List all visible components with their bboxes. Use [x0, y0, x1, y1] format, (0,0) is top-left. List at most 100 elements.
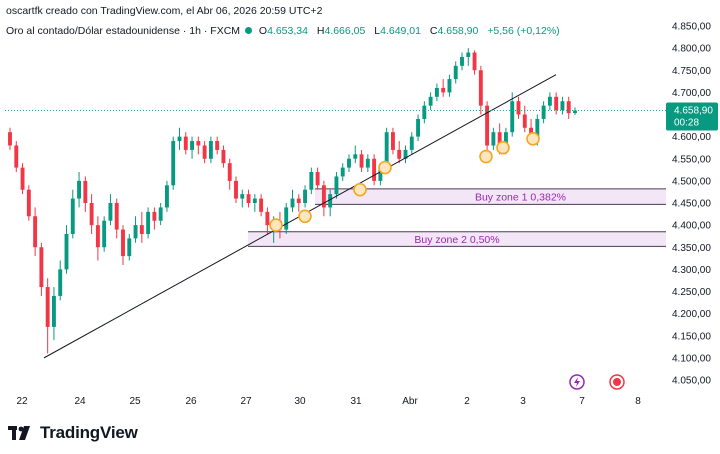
candle-body: [208, 141, 213, 159]
candle-body: [265, 211, 270, 226]
chart-header: oscartfk creado con TradingView.com, el …: [6, 5, 323, 17]
high-value: 4.666,05: [324, 25, 366, 37]
touch-marker[interactable]: [298, 209, 312, 224]
change-value: +5,56 (+0,12%): [487, 25, 560, 37]
last-price-badge: [666, 102, 718, 131]
price-tick-label: 4.250,00: [672, 287, 711, 298]
candle-body: [8, 132, 12, 146]
lightning-icon: [574, 377, 580, 387]
candle-body: [284, 207, 289, 230]
touch-marker[interactable]: [269, 218, 283, 232]
candle-body: [409, 136, 414, 150]
touch-marker[interactable]: [496, 140, 510, 155]
time-tick-label: 24: [74, 396, 86, 407]
candle-body: [560, 101, 565, 111]
candle-body: [453, 65, 458, 80]
brand-name: TradingView: [40, 423, 138, 442]
candle-body: [554, 96, 559, 111]
low-value: 4.649,01: [380, 25, 421, 37]
candle-body: [133, 225, 138, 239]
time-tick-label: 2: [464, 396, 470, 407]
candle-body: [441, 87, 446, 93]
bar-countdown: 00:28: [674, 118, 699, 129]
candle-body: [114, 203, 119, 230]
time-tick-label: 7: [579, 396, 585, 407]
time-tick-label: 26: [185, 396, 197, 407]
candle-body: [202, 145, 207, 159]
candle-body: [227, 163, 232, 181]
candle-body: [472, 52, 477, 71]
last-price-value: 4.658,90: [674, 106, 713, 117]
candle-body: [190, 141, 195, 150]
time-tick-label: 25: [129, 396, 141, 407]
candle-body: [365, 158, 370, 168]
candle-body: [397, 149, 402, 159]
candlesticks: [8, 48, 577, 354]
touch-marker[interactable]: [526, 132, 540, 146]
candle-body: [183, 136, 188, 150]
candle-body: [51, 295, 56, 327]
candle-body: [240, 194, 245, 199]
price-tick-label: 4.550,00: [672, 154, 711, 165]
candle-body: [347, 158, 351, 168]
candle-body: [359, 154, 364, 168]
candle-body: [460, 56, 464, 66]
candle-body: [121, 229, 125, 257]
candle-body: [14, 145, 19, 168]
candle-body: [234, 180, 238, 199]
candle-body: [384, 132, 389, 168]
candle-body: [221, 149, 226, 164]
close-value: 4.658,90: [437, 25, 479, 37]
buy-zone-rect[interactable]: [248, 231, 666, 247]
touch-marker[interactable]: [353, 182, 367, 197]
candle-body: [573, 110, 577, 114]
candle-body: [321, 185, 326, 208]
price-tick-label: 4.150,00: [672, 331, 711, 342]
time-tick-label: 8: [635, 396, 641, 407]
price-tick-label: 4.050,00: [672, 376, 711, 387]
candle-body: [296, 198, 301, 203]
candle-body: [303, 189, 308, 203]
open-label: O: [258, 25, 268, 37]
candle-body: [177, 136, 182, 142]
brand-logo[interactable]: TradingView: [8, 423, 138, 443]
candle-body: [152, 211, 157, 221]
time-tick-label: Abr: [402, 396, 418, 407]
us-flag-icon: [613, 378, 621, 386]
price-tick-label: 4.350,00: [672, 243, 711, 254]
candle-body: [246, 194, 251, 203]
candle-body: [39, 247, 44, 288]
candle-body: [259, 198, 264, 212]
event-icons: [569, 374, 625, 390]
time-tick-label: 30: [294, 396, 306, 407]
buy-zones: Buy zone 1 0,382% Buy zone 2 0,50%: [248, 188, 666, 247]
price-tick-label: 4.850,00: [672, 22, 711, 33]
price-tick-label: 4.300,00: [672, 265, 711, 276]
symbol-name[interactable]: Oro al contado/Dólar estadounidense · 1h…: [6, 25, 241, 37]
candle-body: [485, 105, 490, 146]
tradingview-logo-icon: [8, 426, 30, 440]
candle-body: [522, 114, 527, 128]
candle-body: [566, 101, 571, 114]
touch-marker[interactable]: [378, 160, 392, 175]
candle-body: [403, 149, 408, 159]
candle-body: [127, 238, 132, 257]
candle-body: [252, 198, 257, 203]
candle-body: [95, 225, 100, 248]
candle-body: [215, 141, 220, 150]
candle-body: [428, 96, 433, 106]
candle-body: [516, 101, 521, 115]
buy-zone-rect[interactable]: [315, 188, 666, 205]
candle-body: [390, 132, 395, 150]
time-axis: 22 24 25 26 27 30 31 Abr 2 3 7 8: [16, 396, 641, 407]
candle-body: [164, 185, 169, 208]
candle-body: [83, 180, 88, 203]
candle-body: [340, 167, 345, 177]
candle-body: [541, 105, 546, 119]
candle-body: [290, 198, 295, 208]
candle-body: [416, 118, 421, 137]
candle-body: [20, 167, 25, 190]
touch-marker[interactable]: [479, 149, 493, 164]
